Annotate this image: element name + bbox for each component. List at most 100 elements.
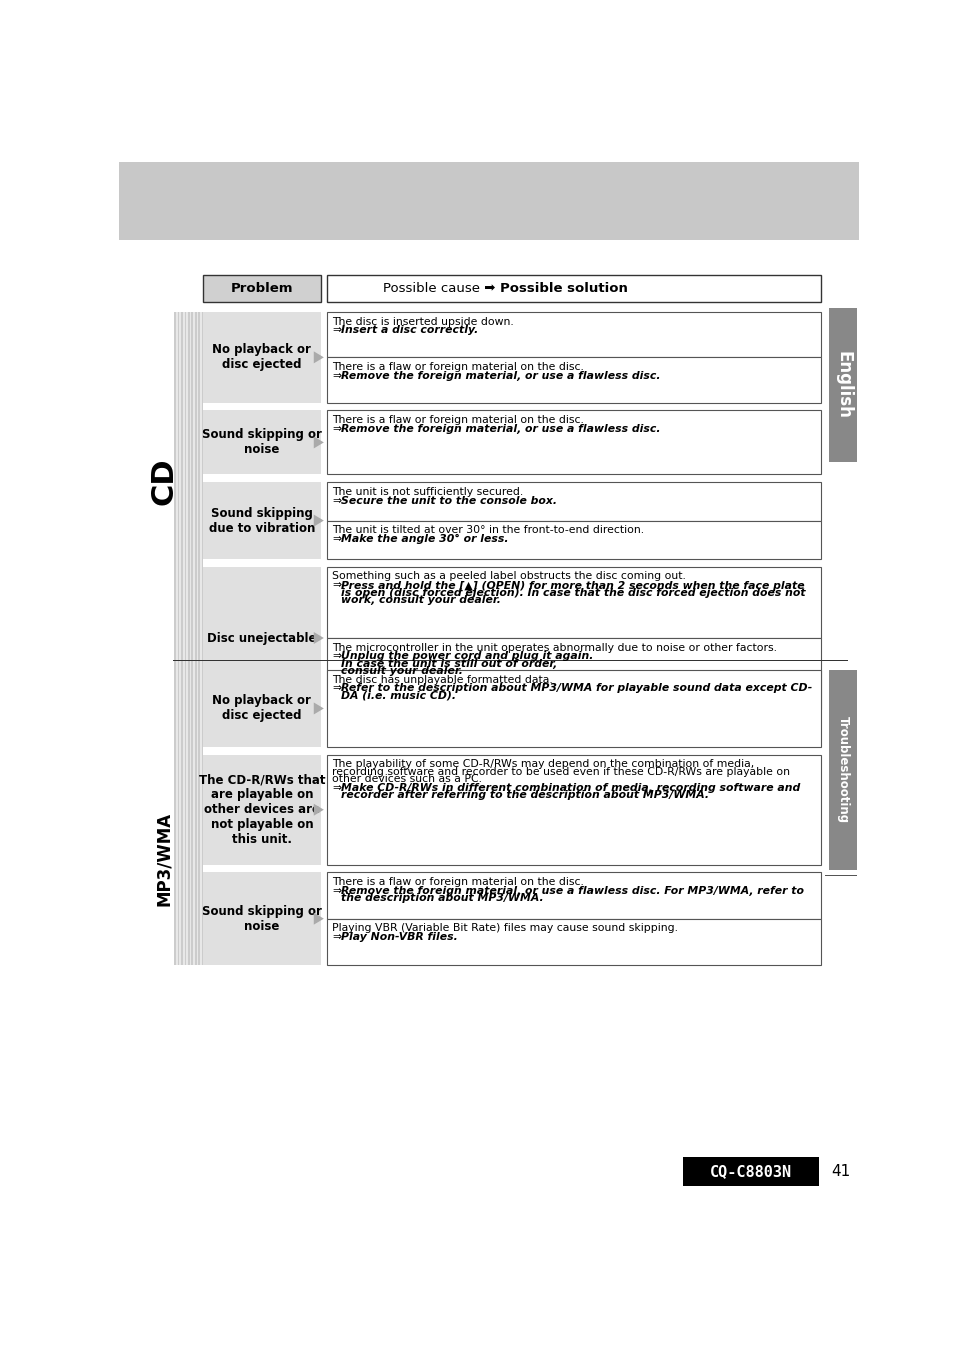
Text: Disc unejectable: Disc unejectable (207, 631, 316, 644)
Text: consult your dealer.: consult your dealer. (340, 666, 462, 677)
Text: ⇒: ⇒ (332, 933, 341, 942)
Bar (188, 670, 190, 965)
Polygon shape (314, 352, 323, 364)
Text: Something such as a peeled label obstructs the disc coming out.: Something such as a peeled label obstruc… (332, 572, 685, 581)
Bar (198, 670, 200, 965)
Text: Playing VBR (Variable Bit Rate) files may cause sound skipping.: Playing VBR (Variable Bit Rate) files ma… (332, 923, 678, 933)
Text: ⇒: ⇒ (332, 534, 341, 545)
Bar (203, 755, 320, 865)
Bar (203, 311, 320, 403)
Bar (201, 670, 203, 965)
Text: MP3/WMA: MP3/WMA (155, 811, 173, 906)
Bar (198, 311, 200, 709)
Text: 41: 41 (830, 1163, 849, 1178)
Text: Troubleshooting: Troubleshooting (836, 717, 849, 824)
Bar (203, 872, 320, 965)
Bar (828, 309, 856, 462)
Text: Remove the foreign material, or use a flawless disc.: Remove the foreign material, or use a fl… (340, 423, 659, 434)
Text: Possible solution: Possible solution (499, 282, 627, 295)
Bar (174, 670, 175, 965)
Text: Sound skipping
due to vibration: Sound skipping due to vibration (209, 507, 314, 535)
Bar (327, 638, 821, 709)
Text: The microcontroller in the unit operates abnormally due to noise or other factor: The microcontroller in the unit operates… (332, 643, 777, 652)
Polygon shape (314, 437, 323, 449)
Text: Possible cause ➡: Possible cause ➡ (383, 282, 499, 295)
Text: CD: CD (150, 457, 178, 506)
Text: Make CD-R/RWs in different combination of media, recording software and: Make CD-R/RWs in different combination o… (340, 783, 800, 793)
Bar (327, 520, 821, 559)
Bar (174, 311, 202, 709)
Text: Play Non-VBR files.: Play Non-VBR files. (340, 933, 457, 942)
Text: work, consult your dealer.: work, consult your dealer. (340, 594, 500, 605)
Bar (203, 483, 320, 559)
Text: ⇒: ⇒ (332, 886, 341, 896)
Text: the description about MP3/WMA.: the description about MP3/WMA. (340, 894, 543, 903)
Polygon shape (314, 803, 323, 816)
Bar (327, 566, 821, 638)
Text: English: English (833, 350, 851, 419)
Bar (203, 275, 320, 302)
Bar (194, 670, 196, 965)
Text: DA (i.e. music CD).: DA (i.e. music CD). (340, 690, 456, 701)
Bar (327, 755, 821, 865)
Bar (174, 311, 175, 709)
Text: There is a flaw or foreign material on the disc.: There is a flaw or foreign material on t… (332, 415, 583, 425)
Polygon shape (314, 632, 323, 644)
Text: Remove the foreign material, or use a flawless disc. For MP3/WMA, refer to: Remove the foreign material, or use a fl… (340, 886, 803, 896)
Text: Press and hold the [▲] (OPEN) for more than 2 seconds when the face plate: Press and hold the [▲] (OPEN) for more t… (340, 580, 803, 590)
Bar (177, 670, 179, 965)
Text: recorder after referring to the description about MP3/WMA.: recorder after referring to the descript… (340, 790, 708, 801)
Text: ⇒: ⇒ (332, 651, 341, 662)
Bar (194, 311, 196, 709)
Bar (181, 311, 183, 709)
Bar (184, 670, 186, 965)
Polygon shape (314, 913, 323, 925)
Text: There is a flaw or foreign material on the disc.: There is a flaw or foreign material on t… (332, 363, 583, 372)
Text: Remove the foreign material, or use a flawless disc.: Remove the foreign material, or use a fl… (340, 371, 659, 381)
Bar (201, 311, 203, 709)
Bar (682, 1157, 819, 1186)
Text: ⇒: ⇒ (332, 580, 341, 590)
Bar (184, 311, 186, 709)
Text: is open (disc forced ejection). In case that the disc forced ejection does not: is open (disc forced ejection). In case … (340, 588, 804, 597)
Text: CQ-C8803N: CQ-C8803N (709, 1163, 792, 1178)
Bar (327, 872, 821, 919)
Bar (203, 566, 320, 709)
Text: ⇒: ⇒ (332, 783, 341, 793)
Text: The CD-R/RWs that
are playable on
other devices are
not playable on
this unit.: The CD-R/RWs that are playable on other … (198, 774, 325, 847)
Bar (203, 411, 320, 474)
Text: Sound skipping or
noise: Sound skipping or noise (202, 429, 321, 457)
Bar (327, 311, 821, 357)
Bar (119, 162, 858, 240)
Text: The disc has unplayable formatted data.: The disc has unplayable formatted data. (332, 674, 553, 685)
Bar (327, 275, 821, 302)
Text: There is a flaw or foreign material on the disc.: There is a flaw or foreign material on t… (332, 878, 583, 887)
Text: ⇒: ⇒ (332, 683, 341, 693)
Bar (327, 357, 821, 403)
Polygon shape (314, 702, 323, 714)
Text: Refer to the description about MP3/WMA for playable sound data except CD-: Refer to the description about MP3/WMA f… (340, 683, 811, 693)
Bar (828, 670, 856, 871)
Text: No playback or
disc ejected: No playback or disc ejected (213, 694, 311, 723)
Text: The disc is inserted upside down.: The disc is inserted upside down. (332, 317, 514, 326)
Bar (188, 311, 190, 709)
Text: The unit is not sufficiently secured.: The unit is not sufficiently secured. (332, 487, 523, 496)
Text: The playability of some CD-R/RWs may depend on the combination of media,: The playability of some CD-R/RWs may dep… (332, 759, 754, 770)
Bar (327, 483, 821, 520)
Text: ⇒: ⇒ (332, 423, 341, 434)
Bar (192, 311, 193, 709)
Bar (203, 670, 320, 747)
Bar (327, 919, 821, 965)
Text: recording software and recorder to be used even if these CD-R/RWs are playable o: recording software and recorder to be us… (332, 767, 789, 776)
Polygon shape (314, 515, 323, 527)
Text: In case the unit is still out of order,: In case the unit is still out of order, (340, 659, 557, 669)
Bar (192, 670, 193, 965)
Text: Problem: Problem (231, 282, 293, 295)
Bar (327, 411, 821, 474)
Text: Insert a disc correctly.: Insert a disc correctly. (340, 325, 477, 336)
Text: Sound skipping or
noise: Sound skipping or noise (202, 905, 321, 933)
Text: Unplug the power cord and plug it again.: Unplug the power cord and plug it again. (340, 651, 597, 662)
Text: Make the angle 30° or less.: Make the angle 30° or less. (340, 534, 508, 545)
Text: The unit is tilted at over 30° in the front-to-end direction.: The unit is tilted at over 30° in the fr… (332, 526, 644, 535)
Bar (173, 661, 847, 662)
